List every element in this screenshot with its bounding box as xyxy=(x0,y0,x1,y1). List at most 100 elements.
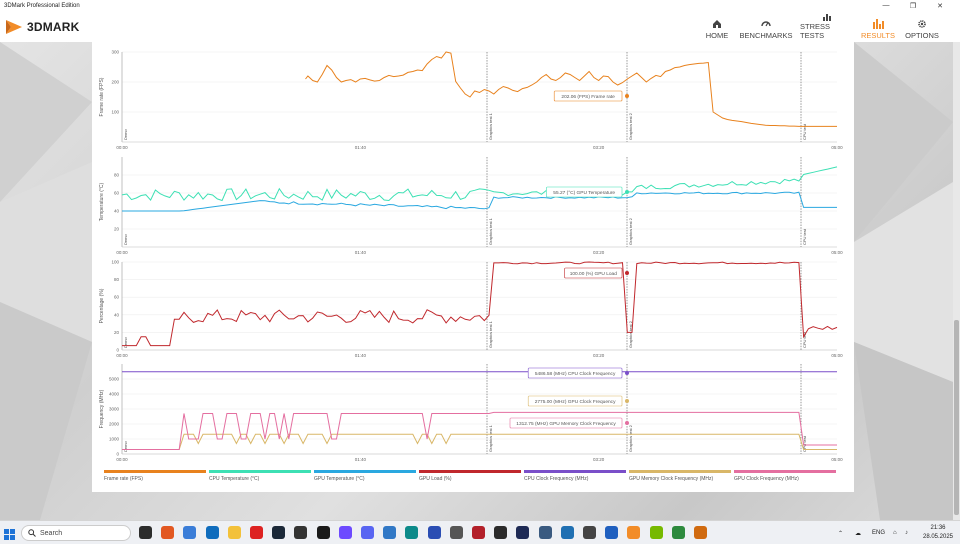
discord-icon[interactable] xyxy=(361,526,374,539)
chart-icon xyxy=(872,19,884,29)
y-tick-label: 4000 xyxy=(109,392,120,397)
test-marker-label: Graphics test 2 xyxy=(628,112,633,140)
legend-label: GPU Clock Frequency (MHz) xyxy=(734,476,799,482)
3dmark-icon[interactable] xyxy=(627,526,641,539)
legend-swatch xyxy=(629,470,731,473)
x-tick-label: 05:00 xyxy=(831,145,843,150)
app-green-icon[interactable] xyxy=(671,526,685,539)
scrollbar-thumb[interactable] xyxy=(954,320,959,515)
tooltip-dot xyxy=(625,399,629,403)
defender-icon[interactable] xyxy=(605,526,619,539)
nav-results-label: RESULTS xyxy=(860,31,896,40)
legend-item[interactable]: Frame rate (FPS) xyxy=(104,470,206,486)
calc-icon[interactable] xyxy=(560,526,574,539)
app-blue-icon[interactable] xyxy=(383,526,397,539)
legend-item[interactable]: GPU Load (%) xyxy=(419,470,521,486)
minimize-icon[interactable]: — xyxy=(882,2,890,9)
edge-icon[interactable] xyxy=(405,526,419,539)
taskbar-clock[interactable]: 21:36 28.05.2025 xyxy=(918,524,958,542)
legend-item[interactable]: GPU Temperature (°C) xyxy=(314,470,416,486)
epic-icon[interactable] xyxy=(294,526,308,539)
legend-item[interactable]: GPU Clock Frequency (MHz) xyxy=(734,470,836,486)
app-purple-icon[interactable] xyxy=(427,526,441,539)
test-marker-label: Graphics test 2 xyxy=(628,320,633,348)
nav-benchmarks[interactable]: BENCHMARKS xyxy=(738,14,794,40)
cloud-icon[interactable]: ☁ xyxy=(855,530,861,537)
taskbar-search[interactable]: Search xyxy=(21,525,131,541)
nav-stress-tests[interactable]: STRESS TESTS xyxy=(800,14,854,40)
tooltip-text: 202.06 (FPS) Frame rate xyxy=(561,94,615,100)
app-red-icon[interactable] xyxy=(472,526,485,539)
outlook-icon[interactable] xyxy=(205,526,219,539)
x-tick-label: 00:00 xyxy=(116,457,128,462)
test-marker-label: Graphics test 1 xyxy=(488,320,493,348)
y-tick-label: 60 xyxy=(114,295,120,300)
series-line-frame-rate-fps- xyxy=(305,51,837,127)
notes-icon[interactable] xyxy=(583,526,596,539)
y-tick-label: 0 xyxy=(116,348,119,353)
chevron-up-icon[interactable]: ⌃ xyxy=(838,530,844,537)
series-line-gpu-load- xyxy=(122,261,838,347)
tooltip-box xyxy=(527,367,623,379)
start-icon[interactable] xyxy=(4,527,15,540)
legend-swatch xyxy=(734,470,836,473)
gauge-icon xyxy=(761,21,771,27)
app-logo[interactable]: 3DMARK xyxy=(4,16,80,38)
nvidia-icon[interactable] xyxy=(649,526,663,539)
restore-icon[interactable]: ❐ xyxy=(909,2,917,10)
legend-item[interactable]: CPU Temperature (°C) xyxy=(209,470,311,486)
opera-icon[interactable] xyxy=(250,526,263,539)
tooltip-box xyxy=(509,417,623,429)
y-tick-label: 20 xyxy=(114,330,120,335)
network-icon[interactable]: ⌂ xyxy=(893,530,897,536)
close-icon[interactable]: ✕ xyxy=(937,2,943,10)
test-marker-label: Graphics test 2 xyxy=(628,217,633,245)
chrome-icon[interactable] xyxy=(183,526,197,539)
x-tick-label: 03:20 xyxy=(593,353,605,358)
nav-home[interactable]: HOME xyxy=(700,14,734,40)
language-indicator[interactable]: ENG xyxy=(872,530,886,536)
x-tick-label: 01:40 xyxy=(355,457,367,462)
explorer-icon[interactable] xyxy=(227,526,241,539)
settings-icon[interactable] xyxy=(449,526,463,539)
scrollbar-track[interactable] xyxy=(953,42,960,520)
y-tick-label: 3000 xyxy=(109,407,120,412)
nav-results[interactable]: RESULTS xyxy=(860,14,896,40)
tooltip-dot xyxy=(625,421,629,425)
legend-item[interactable]: CPU Clock Frequency (MHz) xyxy=(524,470,626,486)
ubisoft-icon[interactable] xyxy=(316,526,330,539)
search-icon xyxy=(28,529,36,539)
y-tick-label: 200 xyxy=(111,80,119,85)
series-line-gpu-temperature-c- xyxy=(122,191,837,212)
volume-icon[interactable]: ♪ xyxy=(905,530,908,536)
asus-icon[interactable] xyxy=(516,526,530,539)
test-marker-label: CPU test xyxy=(802,331,807,348)
test-marker-label: Graphics test 2 xyxy=(628,424,633,452)
app-monitor-icon[interactable] xyxy=(694,526,707,539)
x-tick-label: 05:00 xyxy=(831,353,843,358)
nav-options[interactable]: OPTIONS xyxy=(902,14,942,40)
app-gear-icon[interactable] xyxy=(538,526,552,539)
y-tick-label: 60 xyxy=(114,191,120,196)
app-dark-icon[interactable] xyxy=(494,526,508,539)
clock-time: 21:36 xyxy=(930,525,946,531)
proton-icon[interactable] xyxy=(338,526,352,539)
legend-item[interactable]: GPU Memory Clock Frequency (MHz) xyxy=(629,470,731,486)
steam-icon[interactable] xyxy=(272,526,286,539)
app-header: 3DMARK HOME BENCHMARKS STRESS TESTS RESU… xyxy=(0,11,960,42)
y-tick-label: 1000 xyxy=(109,437,120,442)
tooltip-dot xyxy=(625,371,629,375)
series-line-gpu-memory-clock-frequency-mhz- xyxy=(122,433,837,450)
series-line-gpu-clock-frequency-mhz- xyxy=(122,411,837,450)
nav-home-label: HOME xyxy=(705,31,729,40)
y-tick-label: 300 xyxy=(111,50,119,55)
test-marker-label: Graphics test 1 xyxy=(488,217,493,245)
firefox-icon[interactable] xyxy=(161,526,175,539)
bg-app-icon[interactable] xyxy=(139,526,152,539)
x-tick-label: 03:20 xyxy=(593,457,605,462)
tooltip-text: 55.27 (°C) GPU Temperature xyxy=(553,190,615,196)
tooltip-text: 2775.00 (MHz) GPU Clock Frequency xyxy=(535,399,616,405)
x-tick-label: 00:00 xyxy=(116,353,128,358)
test-marker-label: Demo xyxy=(123,441,128,452)
